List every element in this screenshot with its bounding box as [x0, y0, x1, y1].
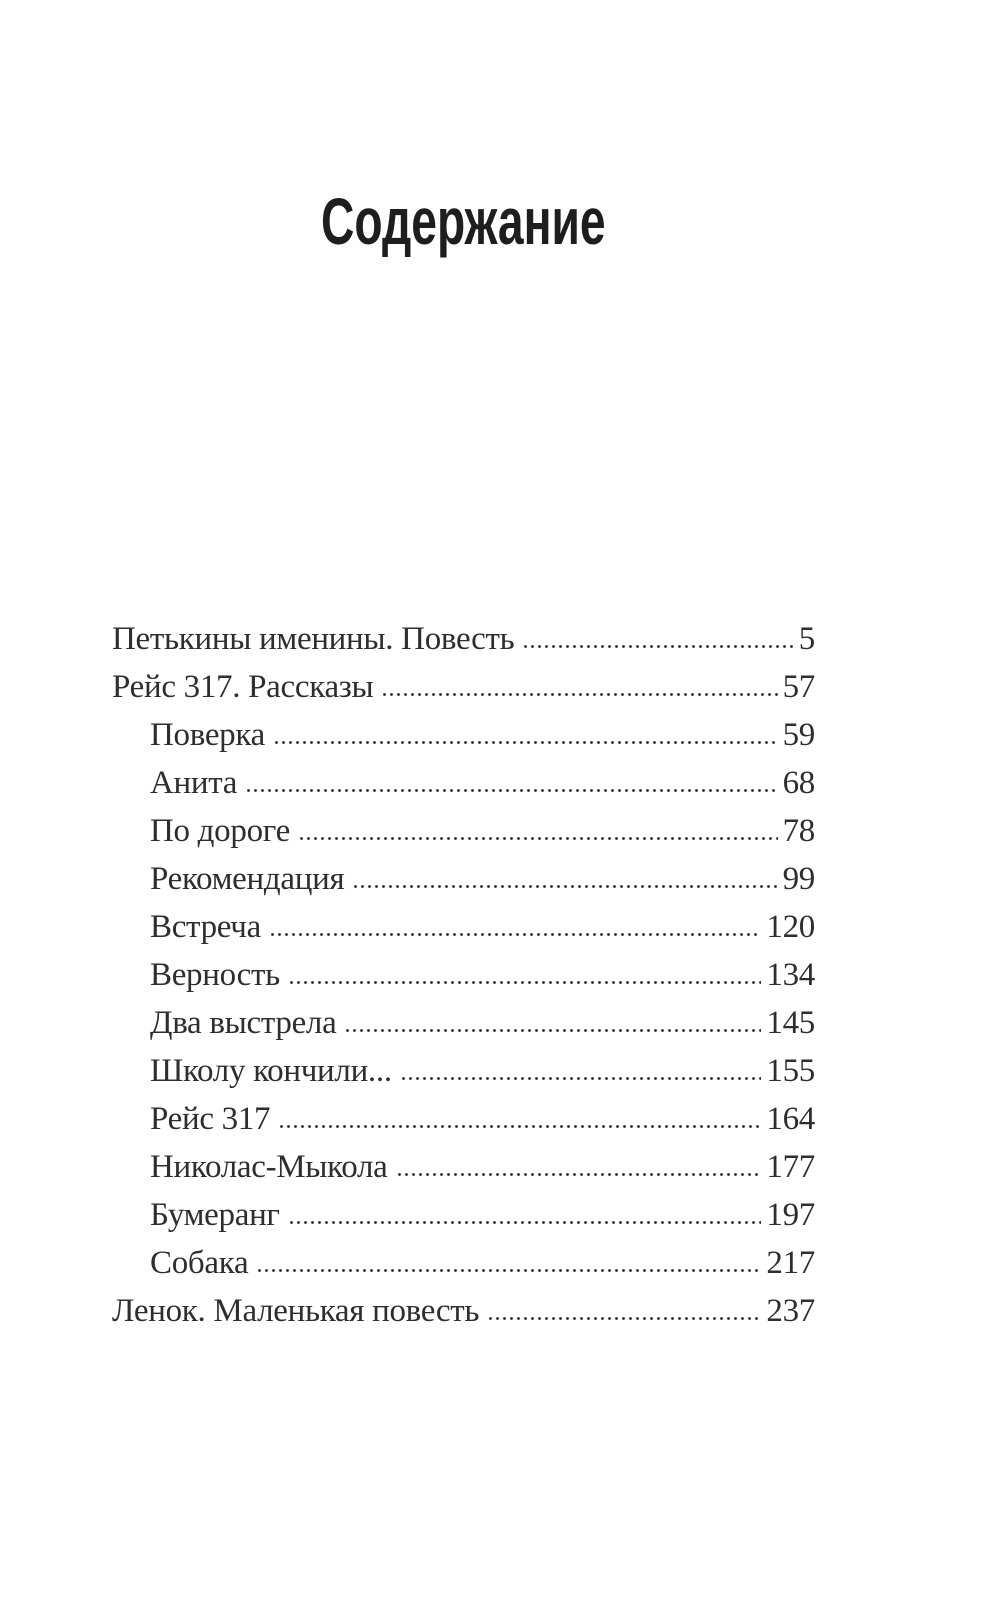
toc-entry: Анита 68 — [112, 759, 815, 807]
toc-entry-page-number: 217 — [766, 1245, 815, 1281]
toc-entry-title: Встреча — [150, 909, 261, 945]
toc-entry-title: Бумеранг — [150, 1197, 280, 1233]
toc-entry-title: Петькины именины. Повесть — [112, 621, 515, 657]
toc-entry-title: Николас-Мыкола — [150, 1149, 388, 1185]
toc-entry: По дороге 78 — [112, 807, 815, 855]
toc-entry-page-number: 177 — [766, 1149, 815, 1185]
toc-entry-page-number: 99 — [782, 861, 816, 897]
dot-leader — [344, 1028, 762, 1033]
toc-entry-title: Два выстрела — [150, 1005, 337, 1041]
dot-leader — [278, 1124, 762, 1129]
toc-entry: Петькины именины. Повесть 5 — [112, 615, 815, 663]
toc-entry: Рейс 317. Рассказы 57 — [112, 663, 815, 711]
dot-leader — [297, 836, 778, 841]
toc-entry: Верность 134 — [112, 951, 815, 999]
page-title: Содержание — [112, 188, 815, 254]
toc-entry-page-number: 237 — [766, 1293, 815, 1329]
dot-leader — [395, 1172, 762, 1177]
toc-entry-title: По дороге — [150, 813, 290, 849]
toc-entry: Рейс 317 164 — [112, 1095, 815, 1143]
toc-list: Петькины именины. Повесть 5 Рейс 317. Ра… — [112, 615, 815, 1335]
toc-entry-page-number: 59 — [782, 717, 816, 753]
dot-leader — [352, 884, 778, 889]
toc-entry-page-number: 57 — [782, 669, 816, 705]
toc-entry-title: Рейс 317 — [150, 1101, 271, 1137]
toc-entry-title: Верность — [150, 957, 280, 993]
toc-entry-page-number: 145 — [766, 1005, 815, 1041]
dot-leader — [287, 1220, 762, 1225]
toc-entry-title: Ленок. Маленькая повесть — [112, 1293, 480, 1329]
toc-entry: Два выстрела 145 — [112, 999, 815, 1047]
toc-entry-title: Рейс 317. Рассказы — [112, 669, 374, 705]
toc-entry: Школу кончили... 155 — [112, 1047, 815, 1095]
toc-entry: Встреча 120 — [112, 903, 815, 951]
dot-leader — [256, 1268, 762, 1273]
toc-entry-title: Школу кончили... — [150, 1053, 392, 1089]
dot-leader — [287, 980, 762, 985]
toc-entry-page-number: 164 — [766, 1101, 815, 1137]
toc-entry-page-number: 5 — [798, 621, 816, 657]
toc-entry: Ленок. Маленькая повесть 237 — [112, 1287, 815, 1335]
toc-entry-title: Собака — [150, 1245, 249, 1281]
dot-leader — [272, 740, 778, 745]
toc-entry: Рекомендация 99 — [112, 855, 815, 903]
toc-entry-title: Поверка — [150, 717, 265, 753]
toc-entry: Поверка 59 — [112, 711, 815, 759]
toc-entry: Собака 217 — [112, 1239, 815, 1287]
toc-entry-title: Анита — [150, 765, 238, 801]
toc-entry-page-number: 197 — [766, 1197, 815, 1233]
toc-entry: Николас-Мыкола 177 — [112, 1143, 815, 1191]
page-title-text: Содержание — [321, 184, 606, 258]
dot-leader — [245, 788, 778, 793]
toc-entry-page-number: 120 — [766, 909, 815, 945]
dot-leader — [268, 932, 762, 937]
toc-entry-page-number: 134 — [766, 957, 815, 993]
toc-entry: Бумеранг 197 — [112, 1191, 815, 1239]
dot-leader — [522, 644, 794, 649]
dot-leader — [381, 692, 778, 697]
toc-entry-page-number: 155 — [766, 1053, 815, 1089]
toc-entry-page-number: 78 — [782, 813, 816, 849]
toc-entry-page-number: 68 — [782, 765, 816, 801]
dot-leader — [487, 1316, 762, 1321]
toc-entry-title: Рекомендация — [150, 861, 345, 897]
dot-leader — [399, 1076, 762, 1081]
